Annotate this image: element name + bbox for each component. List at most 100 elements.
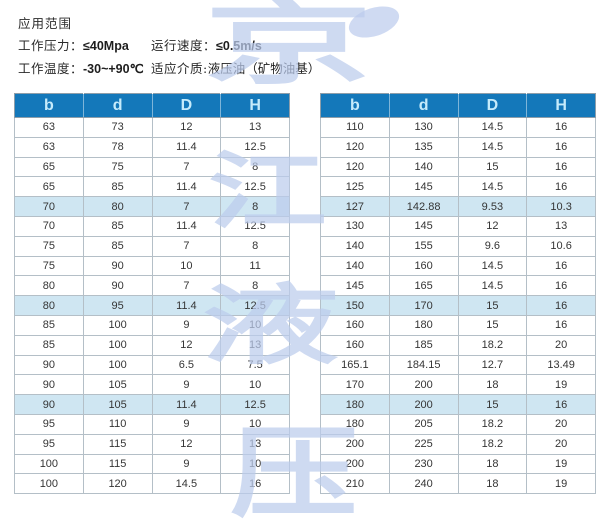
table-row: 145 165 14.5 16 (320, 275, 596, 297)
table-cell: 100 (82, 314, 153, 336)
table-row: 200 230 18 19 (320, 453, 596, 475)
working-pressure-label: 工作压力： (18, 38, 84, 53)
table-cell: 11 (220, 255, 290, 277)
table-cell: 160 (388, 255, 459, 277)
table-cell: 225 (388, 433, 459, 455)
table-cell: 16 (526, 394, 596, 415)
table-cell: 18 (457, 453, 528, 475)
table-cell: 120 (82, 473, 153, 495)
table-row: 63 78 11.4 12.5 (14, 136, 290, 158)
table-row: 80 90 7 8 (14, 275, 290, 297)
table-cell: 12 (151, 334, 222, 356)
table-cell: 9 (151, 314, 222, 336)
table-cell: 100 (82, 354, 153, 376)
table-row: 65 75 7 8 (14, 156, 290, 178)
table-cell: 142.88 (388, 196, 459, 217)
table-row: 200 225 18.2 20 (320, 433, 596, 455)
table-cell: 85 (82, 215, 153, 237)
table-cell: 130 (320, 215, 390, 237)
table-cell: 20 (526, 433, 596, 455)
table-row: 85 100 12 13 (14, 334, 290, 356)
table-cell: 85 (14, 334, 84, 356)
table-row: 110 130 14.5 16 (320, 117, 596, 138)
table-cell: 9 (151, 413, 222, 435)
table-cell: 80 (82, 196, 153, 217)
table-cell: 145 (320, 275, 390, 297)
table-cell: 19 (526, 374, 596, 396)
table-cell: 85 (14, 314, 84, 336)
table-cell: 73 (82, 117, 153, 138)
column-header: d (82, 93, 152, 118)
running-speed-value: ≤0.5m/s (216, 39, 262, 53)
table-cell: 125 (320, 176, 390, 198)
table-cell: 80 (14, 295, 84, 316)
table-cell: 95 (14, 433, 84, 455)
table-cell: 240 (388, 473, 459, 495)
column-header: b (320, 93, 390, 118)
table-row: 210 240 18 19 (320, 473, 596, 495)
table-cell: 18.2 (457, 334, 528, 356)
applicable-medium-value: 液压油（矿物油基） (207, 61, 321, 76)
table-cell: 160 (320, 334, 390, 356)
table-row: 140 155 9.6 10.6 (320, 235, 596, 257)
table-cell: 145 (388, 215, 459, 237)
table-cell: 105 (82, 394, 153, 415)
table-cell: 16 (526, 117, 596, 138)
table-cell: 185 (388, 334, 459, 356)
table-row: 70 85 11.4 12.5 (14, 215, 290, 237)
table-cell: 105 (82, 374, 153, 396)
table-cell: 16 (526, 136, 596, 158)
table-cell: 12 (151, 433, 222, 455)
working-pressure-value: ≤40Mpa (83, 39, 129, 53)
table-cell: 75 (82, 156, 153, 178)
table-cell: 13 (220, 433, 290, 455)
table-cell: 12.5 (220, 295, 290, 316)
table-cell: 16 (526, 255, 596, 277)
table-cell: 13 (220, 117, 290, 138)
table-cell: 127 (320, 196, 390, 217)
table-cell: 15 (457, 156, 528, 178)
working-temperature-label: 工作温度： (18, 61, 84, 76)
table-cell: 14.5 (151, 473, 222, 495)
working-temperature-value: -30~+90℃ (83, 62, 144, 76)
table-cell: 9.53 (457, 196, 528, 217)
table-cell: 15 (457, 295, 528, 316)
table-cell: 11.4 (151, 215, 222, 237)
table-cell: 90 (14, 394, 84, 415)
table-row: 120 140 15 16 (320, 156, 596, 178)
table-cell: 95 (14, 413, 84, 435)
table-cell: 200 (388, 374, 459, 396)
table-cell: 140 (388, 156, 459, 178)
table-cell: 12.5 (220, 136, 290, 158)
table-row: 100 115 9 10 (14, 453, 290, 475)
table-row: 63 73 12 13 (14, 117, 290, 138)
running-speed: 运行速度：≤0.5m/s (151, 38, 320, 54)
table-cell: 18.2 (457, 413, 528, 435)
table-cell: 180 (320, 394, 390, 415)
table-cell: 155 (388, 235, 459, 257)
table-cell: 9 (151, 374, 222, 396)
table-cell: 140 (320, 255, 390, 277)
table-row: 130 145 12 13 (320, 215, 596, 237)
column-header: H (526, 93, 596, 118)
table-cell: 16 (526, 176, 596, 198)
table-cell: 7 (151, 235, 222, 257)
column-header: H (220, 93, 290, 118)
application-info: 应用范围 工作压力：≤40Mpa 运行速度：≤0.5m/s 工作温度：-30~+… (18, 16, 320, 77)
table-cell: 110 (82, 413, 153, 435)
table-cell: 7 (151, 196, 222, 217)
table-cell: 13.49 (526, 354, 596, 376)
applicable-medium-label: 适应介质: (151, 61, 208, 76)
table-row: 127 142.88 9.53 10.3 (320, 196, 596, 217)
section-title: 应用范围 (18, 16, 73, 31)
table-cell: 135 (388, 136, 459, 158)
table-cell: 8 (220, 235, 290, 257)
table-cell: 150 (320, 295, 390, 316)
table-row: 95 110 9 10 (14, 413, 290, 435)
table-cell: 75 (14, 255, 84, 277)
table-cell: 78 (82, 136, 153, 158)
table-cell: 10 (151, 255, 222, 277)
